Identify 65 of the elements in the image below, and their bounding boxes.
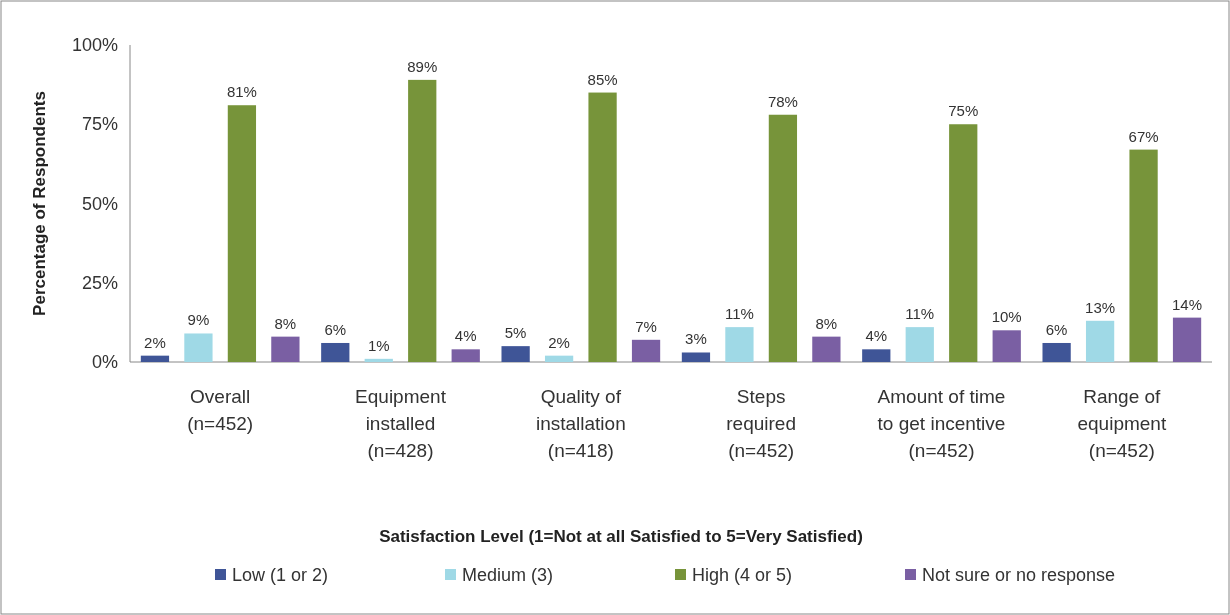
- bar: [949, 124, 978, 362]
- data-label: 8%: [274, 314, 297, 332]
- data-label: 11%: [905, 305, 935, 323]
- bar: [544, 355, 574, 362]
- x-tick-label: Range of equipment (n=452): [1077, 386, 1167, 461]
- bar: [271, 336, 300, 362]
- x-tick-label: Amount of time to get incentive (n=452): [877, 386, 1006, 461]
- bar: [501, 346, 530, 362]
- legend-label: Not sure or no response: [922, 565, 1116, 585]
- bar: [1085, 320, 1115, 362]
- y-tick-label: 25%: [81, 272, 118, 293]
- bar: [140, 355, 170, 362]
- data-label: 3%: [685, 330, 707, 348]
- data-label: 6%: [324, 320, 347, 338]
- data-label: 9%: [187, 311, 210, 329]
- legend-label: Medium (3): [462, 565, 554, 585]
- legend-label: High (4 or 5): [692, 565, 793, 585]
- bar: [451, 349, 480, 362]
- data-label: 81%: [226, 83, 257, 101]
- data-label: 78%: [767, 92, 798, 110]
- x-tick-label: Overall (n=452): [187, 386, 254, 434]
- x-axis-title: Satisfaction Level (1=Not at all Satisfied to 5=Very Satisfied): [379, 527, 863, 546]
- data-label: 4%: [865, 327, 888, 345]
- bar: [364, 358, 393, 362]
- data-label: 7%: [635, 317, 657, 335]
- legend-label: Low (1 or 2): [232, 565, 329, 585]
- data-label: 6%: [1045, 320, 1068, 338]
- bar: [631, 339, 661, 362]
- data-label: 10%: [991, 308, 1022, 326]
- data-label: 89%: [407, 57, 438, 75]
- data-label: 2%: [548, 333, 570, 351]
- x-tick-label: Equipment installed (n=428): [355, 386, 447, 461]
- bar: [227, 105, 257, 362]
- bar: [1129, 149, 1158, 362]
- bar: [408, 79, 437, 362]
- data-label: 75%: [948, 102, 979, 120]
- x-tick-label: Quality of installation (n=418): [535, 386, 626, 461]
- bar: [725, 327, 754, 362]
- y-tick-label: 0%: [91, 352, 118, 372]
- bar: [905, 327, 934, 362]
- bar: [321, 342, 350, 362]
- bar: [588, 92, 617, 362]
- bar: [681, 352, 711, 362]
- data-label: 8%: [815, 314, 838, 332]
- y-tick-label: 75%: [81, 114, 118, 135]
- bar: [1042, 342, 1071, 362]
- y-axis-title: Percentage of Respondents: [30, 91, 49, 316]
- data-label: 2%: [144, 333, 166, 351]
- bar: [184, 333, 213, 362]
- bar: [862, 349, 891, 362]
- y-tick-label: 100%: [71, 35, 118, 55]
- data-label: 13%: [1085, 298, 1116, 316]
- data-label: 5%: [504, 324, 527, 342]
- data-label: 85%: [587, 70, 618, 88]
- bar: [1172, 317, 1202, 362]
- data-label: 1%: [367, 336, 390, 354]
- bar: [992, 330, 1021, 362]
- bar: [812, 336, 841, 362]
- data-label: 4%: [454, 327, 477, 345]
- data-label: 14%: [1172, 295, 1203, 313]
- x-tick-label: Steps required (n=452): [726, 386, 797, 461]
- data-label: 11%: [724, 305, 754, 323]
- data-label: 67%: [1128, 127, 1159, 145]
- bar: [768, 114, 798, 362]
- y-tick-label: 50%: [81, 193, 118, 214]
